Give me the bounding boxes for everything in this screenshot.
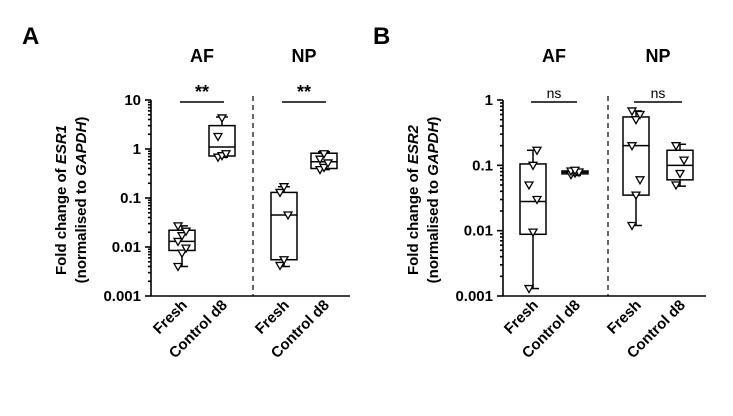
- panel-b-ylabel-gene: ESR2: [405, 124, 422, 164]
- panel-b-ylabel-line2-prefix: (normalised to: [425, 176, 442, 284]
- p1-g0-b1-point: [569, 166, 581, 176]
- p1-y-tick-label-3: 1: [485, 92, 493, 109]
- p0-y-tick-label-1: 0.01: [112, 239, 141, 256]
- p0-sig-label-0: **: [195, 82, 209, 102]
- p0-g0-b1-point: [212, 132, 224, 142]
- p1-g1-b0-point: [626, 107, 638, 117]
- panel-b: B Fold change of ESR2 (normalised to GAP…: [373, 23, 706, 362]
- p1-g0-b0-point: [527, 228, 539, 238]
- p0-g0-b0-point: [180, 227, 192, 237]
- panel-b-letter: B: [373, 23, 390, 50]
- p0-g1-b0-point: [278, 183, 290, 193]
- p1-g1-b0-point: [634, 110, 646, 120]
- panel-a-ylabel-line2-gene: GAPDH: [73, 120, 90, 175]
- panel-a-letter: A: [22, 23, 39, 50]
- p1-y-tick-label-1: 0.01: [464, 223, 493, 240]
- panel-b-ylabel-line2-suffix: ): [425, 117, 442, 122]
- p1-g1-b0-point: [634, 176, 646, 186]
- p1-g0-b0-point: [531, 195, 543, 205]
- p1-g1-b0-point: [630, 191, 642, 201]
- p1-y-tick-label-2: 0.1: [472, 157, 493, 174]
- p1-g1-b0-box: [622, 116, 650, 196]
- p1-group-label-1: NP: [645, 46, 670, 66]
- p0-g0-b0-point: [176, 249, 188, 259]
- panel-b-ylabel: Fold change of ESR2: [405, 124, 422, 275]
- p1-g0-b0-point: [531, 146, 543, 156]
- p1-group-label-0: AF: [542, 46, 566, 66]
- panel-a: A Fold change of ESR1 (normalised to GAP…: [22, 23, 350, 362]
- p0-group-label-0: AF: [190, 46, 214, 66]
- p1-sig-label-1: ns: [651, 85, 666, 101]
- p0-g1-b0-point: [282, 211, 294, 221]
- p1-g0-b0-point: [527, 161, 539, 171]
- panel-b-ylabel-line2-gene: GAPDH: [425, 120, 442, 175]
- panel-a-ylabel-gene: ESR1: [53, 125, 70, 164]
- p0-y-tick-label-2: 0.1: [120, 190, 141, 207]
- panel-a-ylabel-line2: (normalised to GAPDH): [73, 117, 90, 284]
- p1-y-tick-label-0: 0.001: [455, 288, 493, 305]
- p0-g0-b0-point: [172, 222, 184, 232]
- p0-g0-b0-point: [172, 262, 184, 272]
- p0-g0-b0-point: [172, 237, 184, 247]
- p1-sig-label-0: ns: [547, 85, 562, 101]
- panel-b-ylabel-line2: (normalised to GAPDH): [425, 117, 442, 284]
- p1-g1-b1-point: [670, 181, 682, 191]
- p1-g1-b1-point: [670, 142, 682, 151]
- p1-g1-b0-point: [626, 221, 638, 231]
- p0-g0-b0-point: [180, 244, 192, 254]
- panel-b-ylabel-prefix: Fold change of: [405, 164, 422, 275]
- p0-g1-b1-point: [314, 155, 326, 165]
- p1-g0-b0-point: [523, 284, 535, 294]
- p1-g1-b0-point: [626, 142, 638, 151]
- p0-g1-b1-point: [318, 150, 330, 160]
- p0-g0-b0-point: [176, 232, 188, 242]
- p0-g0-b1-point: [220, 150, 232, 160]
- p0-y-tick-label-0: 0.001: [103, 288, 141, 305]
- p1-g0-b0-point: [523, 181, 535, 191]
- p0-y-tick-label-4: 10: [124, 92, 141, 109]
- p1-g0-b0-box: [519, 163, 547, 236]
- p0-sig-label-1: **: [297, 82, 311, 102]
- p1-g1-b1-point: [678, 156, 690, 166]
- p0-g1-b1-point: [322, 159, 334, 169]
- p0-y-tick-label-3: 1: [133, 141, 141, 158]
- p0-g1-b0-point: [274, 188, 286, 198]
- p1-g1-b0-category-label: Fresh: [604, 297, 645, 338]
- p0-g1-b0-point: [274, 261, 286, 271]
- panel-a-ylabel: Fold change of ESR1: [53, 125, 70, 275]
- p1-g1-b1-point: [674, 169, 686, 179]
- p0-group-label-1: NP: [291, 46, 316, 66]
- panel-a-ylabel-line2-suffix: ): [73, 117, 90, 122]
- p0-g0-b1-point: [216, 114, 228, 124]
- p1-g1-b0-point: [630, 116, 642, 125]
- panel-a-ylabel-line2-prefix: (normalised to: [73, 176, 90, 284]
- p0-g1-b1-point: [318, 163, 330, 173]
- p0-g1-b0-box: [270, 191, 298, 261]
- p0-g1-b0-point: [278, 256, 290, 266]
- panel-a-ylabel-prefix: Fold change of: [53, 164, 70, 275]
